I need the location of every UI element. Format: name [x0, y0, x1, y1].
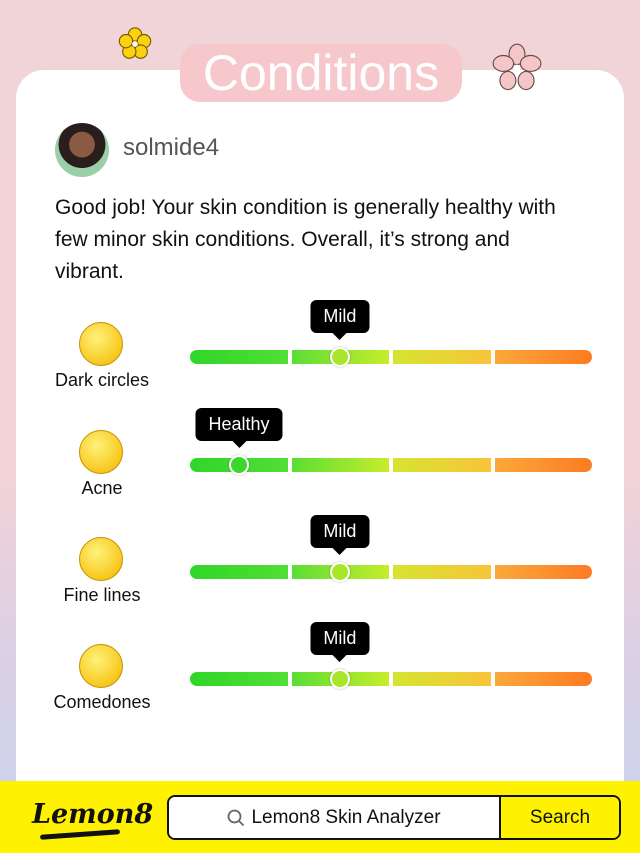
severity-tooltip: Healthy — [195, 408, 283, 448]
yellow-flower-icon — [118, 27, 152, 59]
search-text: Lemon8 Skin Analyzer — [251, 806, 441, 828]
face-emoji-icon — [79, 430, 123, 474]
severity-scale — [190, 672, 592, 686]
scale-segment-healthy — [190, 565, 288, 579]
lemon8-logo[interactable]: Lemon8 — [32, 799, 154, 830]
scale-segment-healthy — [190, 672, 288, 686]
scale-segment-mild — [291, 458, 389, 472]
condition-label: Acne — [81, 478, 123, 498]
scale-segment-healthy — [190, 350, 288, 364]
scale-segment-moderate — [393, 458, 491, 472]
footer-bar: Lemon8 Lemon8 Skin Analyzer Search — [0, 781, 640, 853]
summary-text: Good job! Your skin condition is general… — [55, 196, 556, 283]
username: solmide4 — [123, 134, 220, 161]
severity-marker — [329, 669, 350, 689]
page-title: Conditions — [202, 45, 440, 101]
search-input[interactable]: Lemon8 Skin Analyzer — [169, 797, 501, 838]
severity-scale — [190, 458, 592, 472]
title-banner: Conditions — [180, 44, 462, 102]
scale-segment-severe — [494, 350, 592, 364]
scale-segment-severe — [494, 565, 592, 579]
severity-tooltip: Mild — [310, 300, 370, 340]
condition-row: Dark circles Mild — [0, 300, 640, 400]
severity-marker — [329, 562, 350, 582]
face-emoji-icon — [79, 322, 123, 366]
severity-tooltip: Mild — [310, 622, 370, 662]
magnifier-icon — [228, 809, 245, 826]
pink-flower-icon — [492, 43, 542, 91]
scale-segment-moderate — [393, 350, 491, 364]
face-emoji-icon — [79, 537, 123, 581]
condition-row: Fine lines Mild — [0, 515, 640, 615]
condition-label: Fine lines — [63, 585, 141, 605]
severity-scale — [190, 350, 592, 364]
search-button[interactable]: Search — [501, 797, 619, 838]
severity-marker — [329, 347, 350, 367]
severity-tooltip: Mild — [310, 515, 370, 555]
logo-underline — [39, 829, 121, 840]
scale-segment-severe — [494, 458, 592, 472]
condition-label: Dark circles — [54, 370, 149, 390]
severity-scale — [190, 565, 592, 579]
condition-row: Comedones Mild — [0, 622, 640, 722]
search-bar[interactable]: Lemon8 Skin Analyzer Search — [167, 795, 621, 840]
scale-segment-moderate — [393, 672, 491, 686]
scale-segment-severe — [494, 672, 592, 686]
scale-segment-moderate — [393, 565, 491, 579]
severity-marker — [229, 455, 250, 475]
condition-label: Comedones — [53, 692, 151, 712]
condition-row: Acne Healthy — [0, 408, 640, 508]
face-emoji-icon — [79, 644, 123, 688]
avatar[interactable] — [55, 123, 109, 177]
